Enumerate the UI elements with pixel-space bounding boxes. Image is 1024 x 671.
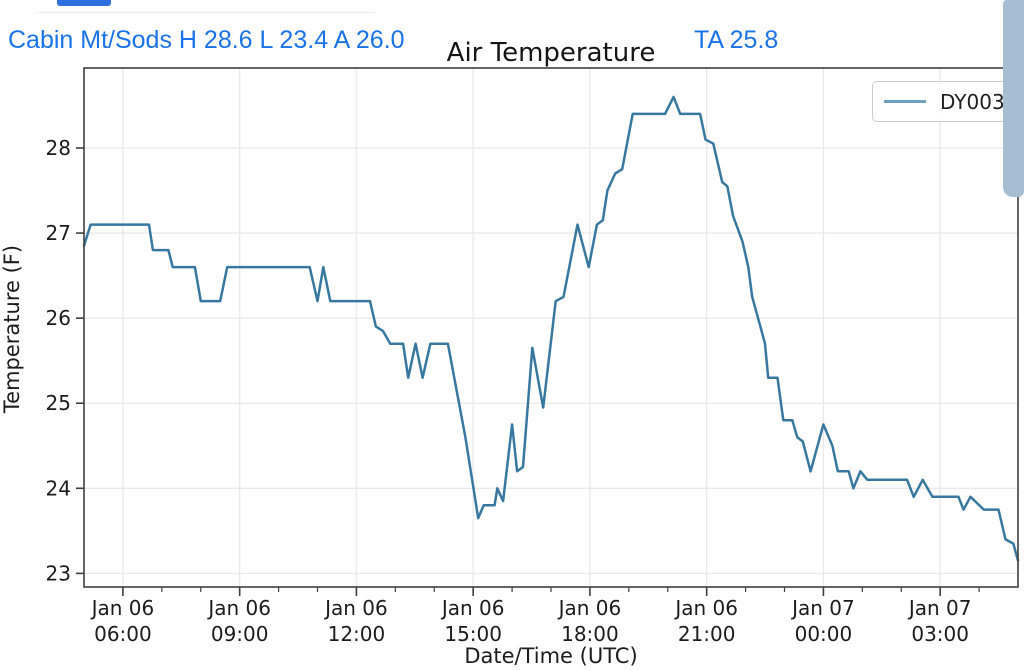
svg-text:27: 27 bbox=[46, 221, 71, 245]
svg-text:Jan 07: Jan 07 bbox=[907, 596, 972, 620]
svg-text:Jan 06: Jan 06 bbox=[440, 596, 505, 620]
top-notch-chip bbox=[57, 0, 111, 6]
y-axis-label: Temperature (F) bbox=[0, 244, 24, 414]
legend: DY003 bbox=[872, 81, 1009, 122]
svg-text:Jan 06: Jan 06 bbox=[206, 596, 271, 620]
svg-text:Jan 06: Jan 06 bbox=[557, 596, 622, 620]
svg-text:Jan 06: Jan 06 bbox=[323, 596, 388, 620]
svg-text:03:00: 03:00 bbox=[911, 622, 969, 646]
svg-text:28: 28 bbox=[46, 136, 71, 160]
svg-text:06:00: 06:00 bbox=[94, 622, 152, 646]
svg-text:23: 23 bbox=[46, 561, 71, 585]
legend-line-sample bbox=[884, 100, 926, 103]
station-stats-text: Cabin Mt/Sods H 28.6 L 23.4 A 26.0 bbox=[8, 26, 405, 54]
svg-text:18:00: 18:00 bbox=[561, 622, 619, 646]
svg-text:09:00: 09:00 bbox=[211, 622, 269, 646]
svg-text:25: 25 bbox=[46, 391, 71, 415]
current-temp-text: TA 25.8 bbox=[694, 26, 779, 54]
svg-text:15:00: 15:00 bbox=[444, 622, 502, 646]
x-axis-label: Date/Time (UTC) bbox=[464, 644, 638, 668]
svg-text:21:00: 21:00 bbox=[678, 622, 736, 646]
svg-text:00:00: 00:00 bbox=[795, 622, 853, 646]
svg-text:Jan 07: Jan 07 bbox=[790, 596, 855, 620]
svg-text:26: 26 bbox=[46, 306, 71, 330]
header-divider bbox=[37, 12, 375, 13]
svg-text:24: 24 bbox=[46, 476, 71, 500]
chart-title: Air Temperature bbox=[446, 38, 656, 68]
svg-text:Jan 06: Jan 06 bbox=[673, 596, 738, 620]
svg-text:12:00: 12:00 bbox=[328, 622, 386, 646]
legend-series-label: DY003 bbox=[940, 89, 1005, 114]
svg-text:Jan 06: Jan 06 bbox=[90, 596, 155, 620]
scrollbar-thumb[interactable] bbox=[1003, 0, 1024, 197]
